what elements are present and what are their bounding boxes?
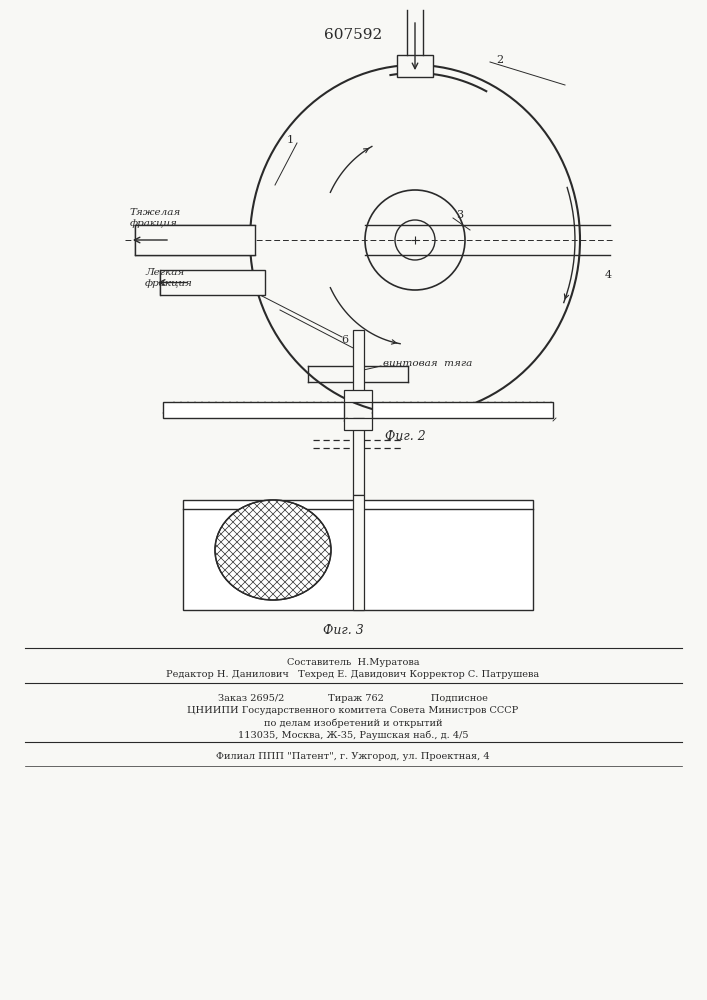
Bar — [160, 270, 265, 295]
Text: 113035, Москва, Ж-35, Раушская наб., д. 4/5: 113035, Москва, Ж-35, Раушская наб., д. … — [238, 730, 468, 740]
Text: 6: 6 — [341, 335, 349, 345]
Text: 2: 2 — [496, 55, 503, 65]
Bar — [344, 418, 372, 430]
Text: Составитель  Н.Муратова: Составитель Н.Муратова — [287, 658, 419, 667]
Text: 1: 1 — [286, 135, 293, 145]
Bar — [353, 495, 363, 610]
Bar — [344, 390, 372, 402]
Text: винтовая  тяга: винтовая тяга — [383, 360, 472, 368]
Bar — [183, 500, 533, 610]
Text: Легкая
фракция: Легкая фракция — [145, 268, 193, 288]
Bar — [353, 418, 363, 495]
Text: Тяжелая
фракция: Тяжелая фракция — [130, 208, 181, 228]
Text: 3: 3 — [457, 210, 464, 220]
Text: 607592: 607592 — [324, 28, 382, 42]
Text: 4: 4 — [604, 270, 612, 280]
Text: Фиг. 2: Фиг. 2 — [385, 430, 426, 444]
Text: по делам изобретений и открытий: по делам изобретений и открытий — [264, 718, 443, 728]
Text: Фиг. 3: Фиг. 3 — [322, 624, 363, 637]
Bar — [135, 225, 255, 255]
Text: ЦНИИПИ Государственного комитета Совета Министров СССР: ЦНИИПИ Государственного комитета Совета … — [187, 706, 519, 715]
Text: 5: 5 — [356, 350, 363, 360]
Ellipse shape — [215, 500, 331, 600]
Bar — [163, 402, 344, 418]
Text: Редактор Н. Данилович   Техред Е. Давидович Корректор С. Патрушева: Редактор Н. Данилович Техред Е. Давидови… — [166, 670, 539, 679]
Bar — [372, 402, 553, 418]
Text: Филиал ППП "Патент", г. Ужгород, ул. Проектная, 4: Филиал ППП "Патент", г. Ужгород, ул. Про… — [216, 752, 490, 761]
Bar — [397, 55, 433, 77]
Text: Заказ 2695/2              Тираж 762               Подписное: Заказ 2695/2 Тираж 762 Подписное — [218, 694, 488, 703]
Bar — [353, 330, 363, 402]
